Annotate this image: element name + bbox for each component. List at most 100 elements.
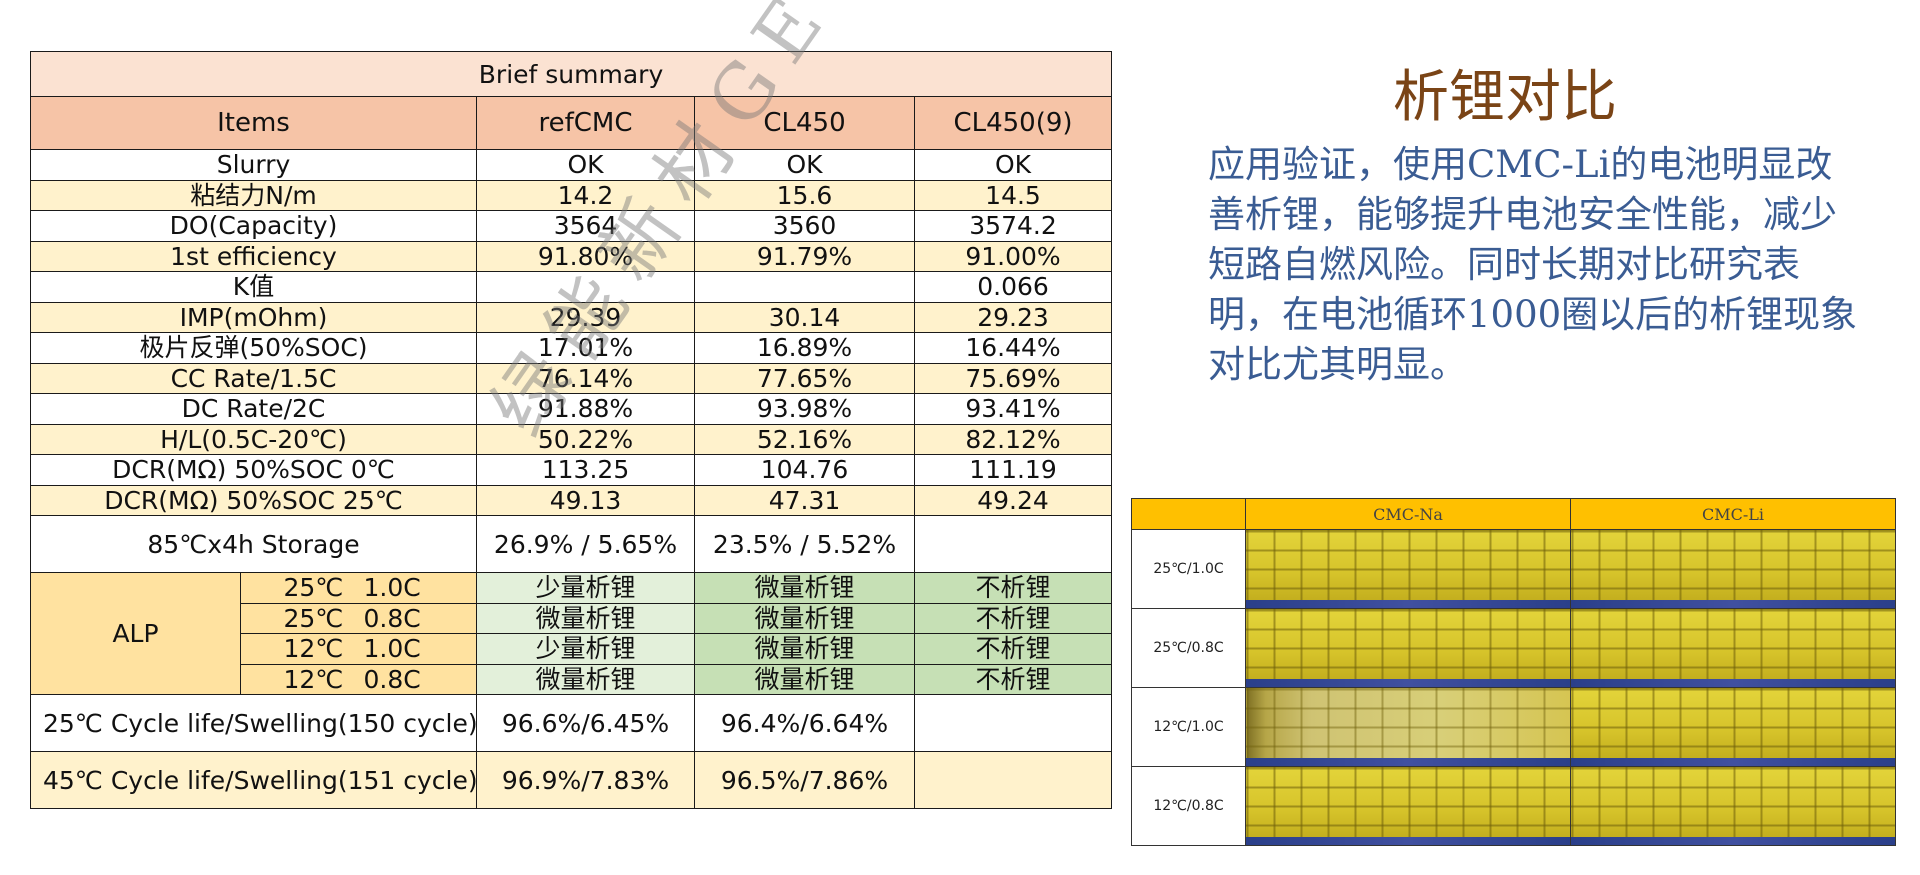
cell: 3564	[476, 210, 695, 242]
alp-row: 12℃ 0.8C 微量析锂 微量析锂 不析锂	[31, 663, 1113, 695]
cell: 50.22%	[476, 423, 695, 455]
cell: 82.12%	[913, 423, 1113, 455]
cell: 93.98%	[694, 393, 915, 425]
row-label: DCR(MΩ) 50%SOC 25℃	[30, 484, 477, 516]
cell	[694, 271, 915, 303]
cell: 14.2	[476, 179, 695, 211]
cell: 49.13	[476, 484, 695, 516]
cell: 微量析锂	[694, 572, 915, 604]
photo-row-label: 25℃/1.0C	[1131, 529, 1246, 609]
cell: 微量析锂	[694, 633, 915, 665]
photo-corner	[1131, 498, 1246, 530]
cell	[913, 694, 1113, 752]
table-row: DCR(MΩ) 50%SOC 25℃ 49.13 47.31 49.24	[30, 484, 1113, 516]
row-label: Slurry	[30, 149, 477, 181]
cell: 少量析锂	[476, 572, 695, 604]
cell: 77.65%	[694, 362, 915, 394]
row-label: 1st efficiency	[30, 240, 477, 272]
row-label: CC Rate/1.5C	[30, 362, 477, 394]
cell: 91.80%	[476, 240, 695, 272]
table-row: 极片反弹(50%SOC) 17.01% 16.89% 16.44%	[30, 332, 1113, 364]
cell: 91.00%	[913, 240, 1113, 272]
cell: 14.5	[913, 179, 1113, 211]
cell: 3560	[694, 210, 915, 242]
table-row: IMP(mOhm) 29.39 30.14 29.23	[30, 301, 1113, 333]
cell: 微量析锂	[694, 602, 915, 634]
photo-row-label: 25℃/0.8C	[1131, 608, 1246, 688]
alp-row: ALP 25℃ 1.0C 少量析锂 微量析锂 不析锂	[30, 572, 1113, 695]
cycle-row: 25℃ Cycle life/Swelling(150 cycle) 96.6%…	[30, 694, 1113, 752]
cell: 微量析锂	[476, 602, 695, 634]
cell	[913, 751, 1113, 809]
cell: 0.066	[913, 271, 1113, 303]
alp-row: 25℃ 0.8C 微量析锂 微量析锂 不析锂	[31, 602, 1113, 634]
cell: 96.4%/6.64%	[694, 694, 915, 752]
cell: 75.69%	[913, 362, 1113, 394]
table-row: K值 0.066	[30, 271, 1113, 303]
cell: 49.24	[913, 484, 1113, 516]
photo-header-cmc-li: CMC-Li	[1570, 498, 1896, 530]
cell: 不析锂	[913, 572, 1113, 604]
cell: 23.5% / 5.52%	[694, 515, 915, 573]
cell: 不析锂	[913, 602, 1113, 634]
cell: OK	[913, 149, 1113, 181]
cell: 16.89%	[694, 332, 915, 364]
row-label: DO(Capacity)	[30, 210, 477, 242]
cell: 47.31	[694, 484, 915, 516]
electrode-photo	[1245, 687, 1571, 767]
cell	[913, 515, 1113, 573]
row-label: DCR(MΩ) 50%SOC 0℃	[30, 454, 477, 486]
cell: 不析锂	[913, 663, 1113, 695]
row-label: 25℃ Cycle life/Swelling(150 cycle)	[30, 694, 477, 752]
summary-table: Brief summary Items refCMC CL450 CL450(9…	[29, 51, 1113, 809]
cell: 91.79%	[694, 240, 915, 272]
cell: 不析锂	[913, 633, 1113, 665]
cell: 96.5%/7.86%	[694, 751, 915, 809]
row-label: 粘结力N/m	[30, 179, 477, 211]
cell: 少量析锂	[476, 633, 695, 665]
electrode-photo	[1570, 608, 1896, 688]
alp-condition: 12℃ 0.8C	[240, 663, 477, 695]
cycle-row: 45℃ Cycle life/Swelling(151 cycle) 96.9%…	[30, 751, 1113, 809]
table-row: DO(Capacity) 3564 3560 3574.2	[30, 210, 1113, 242]
row-label: 85℃x4h Storage	[30, 515, 477, 573]
cell: 3574.2	[913, 210, 1113, 242]
table-row: 1st efficiency 91.80% 91.79% 91.00%	[30, 240, 1113, 272]
cell: 微量析锂	[694, 663, 915, 695]
row-label: 极片反弹(50%SOC)	[30, 332, 477, 364]
page-heading: 析锂对比	[1393, 65, 1617, 130]
alp-condition: 12℃ 1.0C	[240, 633, 477, 665]
alp-label: ALP	[30, 572, 241, 695]
cell: 113.25	[476, 454, 695, 486]
cell: 26.9% / 5.65%	[476, 515, 695, 573]
lithium-plating-photo-table: CMC-Na CMC-Li 25℃/1.0C 25℃/0.8C 12℃/1.0C…	[1131, 498, 1896, 846]
row-label: H/L(0.5C-20℃)	[30, 423, 477, 455]
electrode-photo	[1570, 529, 1896, 609]
cell: 16.44%	[913, 332, 1113, 364]
photo-row-label: 12℃/0.8C	[1131, 766, 1246, 846]
electrode-photo	[1245, 608, 1571, 688]
cell	[476, 271, 695, 303]
electrode-photo	[1570, 687, 1896, 767]
header-cl450-9: CL450(9)	[913, 96, 1113, 150]
electrode-photo	[1245, 529, 1571, 609]
row-label: DC Rate/2C	[30, 393, 477, 425]
table-row: CC Rate/1.5C 76.14% 77.65% 75.69%	[30, 362, 1113, 394]
cell: 93.41%	[913, 393, 1113, 425]
description-text: 应用验证，使用CMC-Li的电池明显改善析锂，能够提升电池安全性能，减少短路自燃…	[1208, 143, 1858, 386]
storage-row: 85℃x4h Storage 26.9% / 5.65% 23.5% / 5.5…	[30, 515, 1113, 573]
cell: 96.9%/7.83%	[476, 751, 695, 809]
header-refcmc: refCMC	[476, 96, 695, 150]
cell: 微量析锂	[476, 663, 695, 695]
table-row: H/L(0.5C-20℃) 50.22% 52.16% 82.12%	[30, 423, 1113, 455]
cell: OK	[694, 149, 915, 181]
electrode-photo	[1245, 766, 1571, 846]
cell: 17.01%	[476, 332, 695, 364]
cell: 96.6%/6.45%	[476, 694, 695, 752]
row-label: K值	[30, 271, 477, 303]
cell: 30.14	[694, 301, 915, 333]
cell: 15.6	[694, 179, 915, 211]
table-row: Slurry OK OK OK	[30, 149, 1113, 181]
alp-condition: 25℃ 1.0C	[240, 572, 477, 604]
table-row: DCR(MΩ) 50%SOC 0℃ 113.25 104.76 111.19	[30, 454, 1113, 486]
